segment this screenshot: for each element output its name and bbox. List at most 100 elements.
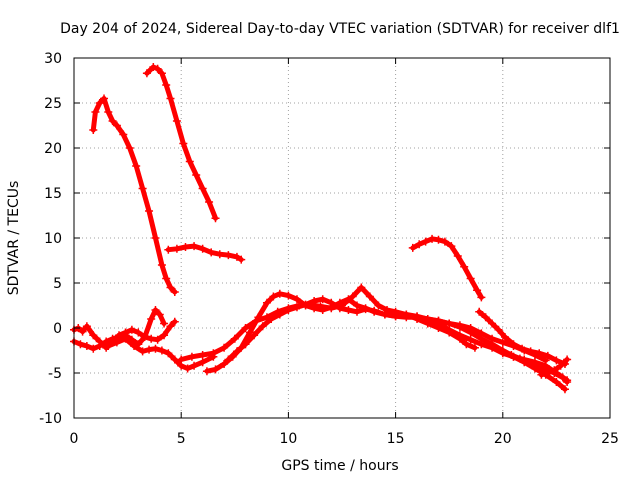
data-point	[327, 304, 336, 313]
data-point	[198, 358, 207, 367]
data-point	[198, 184, 207, 193]
data-point	[316, 302, 325, 311]
data-point	[488, 319, 497, 328]
data-point	[473, 286, 482, 295]
data-point	[153, 335, 162, 344]
data-point	[237, 255, 246, 264]
data-point	[258, 322, 267, 331]
data-point	[166, 322, 175, 331]
data-point	[166, 94, 175, 103]
data-point	[466, 335, 475, 344]
data-point	[515, 354, 524, 363]
data-point	[453, 252, 462, 260]
data-point	[543, 351, 552, 360]
data-point	[348, 292, 357, 301]
data-point	[284, 291, 293, 300]
data-point	[558, 373, 567, 382]
data-point	[142, 69, 151, 78]
data-point	[507, 351, 516, 359]
data-point	[245, 328, 254, 337]
data-point	[185, 157, 194, 166]
series-arc-10	[177, 283, 479, 364]
data-point	[125, 144, 134, 152]
x-tick-label: 20	[494, 431, 512, 447]
data-point	[232, 252, 241, 261]
data-point	[132, 162, 141, 170]
data-point	[145, 207, 154, 215]
data-point	[488, 334, 497, 343]
data-point	[488, 343, 497, 352]
data-point	[187, 352, 196, 361]
data-point	[112, 121, 121, 130]
data-point	[121, 334, 130, 343]
y-tick-label: 30	[44, 51, 62, 67]
data-point	[155, 310, 164, 319]
data-point	[224, 355, 233, 364]
data-point	[477, 329, 486, 338]
data-point	[466, 274, 475, 283]
data-point	[112, 338, 121, 347]
series-arc-14	[537, 355, 572, 379]
data-point	[82, 342, 91, 350]
data-point	[89, 331, 98, 340]
x-tick-label: 10	[279, 431, 297, 447]
data-point	[563, 378, 572, 386]
data-point	[413, 313, 422, 322]
x-tick-label: 5	[177, 431, 186, 447]
data-point	[494, 325, 503, 334]
data-point	[162, 274, 171, 283]
data-point	[202, 367, 211, 376]
data-point	[284, 304, 293, 313]
data-point	[198, 351, 207, 359]
data-point	[230, 334, 239, 343]
data-point	[353, 307, 362, 316]
data-point	[428, 234, 437, 243]
data-point	[252, 316, 261, 325]
data-point	[95, 99, 104, 107]
data-point	[207, 248, 216, 257]
data-point	[524, 358, 533, 367]
data-point	[402, 310, 411, 319]
data-point	[537, 370, 546, 379]
data-point	[140, 333, 149, 341]
data-point	[408, 243, 417, 252]
data-point	[498, 338, 507, 347]
chart-title: Day 204 of 2024, Sidereal Day-to-day VTE…	[60, 21, 620, 37]
data-point	[295, 301, 304, 310]
series-arc-3	[164, 242, 246, 264]
data-point	[151, 234, 160, 242]
data-point	[151, 306, 160, 314]
y-tick-label: 15	[44, 186, 62, 202]
series-arc-1	[89, 94, 179, 296]
data-point	[224, 251, 233, 260]
x-tick-label: 0	[70, 431, 79, 447]
data-point	[82, 322, 91, 331]
data-point	[466, 324, 475, 332]
data-point	[211, 214, 220, 223]
data-point	[440, 237, 449, 246]
data-point	[462, 340, 471, 349]
data-point	[153, 64, 162, 73]
data-point	[269, 292, 278, 301]
data-point	[104, 342, 113, 350]
data-point	[104, 108, 113, 116]
data-point	[170, 317, 179, 326]
data-point	[241, 324, 250, 332]
y-axis-label: SDTVAR / TECUs	[6, 181, 22, 296]
data-point	[181, 243, 190, 251]
data-point	[470, 343, 479, 352]
data-point	[357, 283, 366, 292]
data-point	[164, 349, 173, 358]
data-point	[157, 346, 166, 355]
data-point	[147, 315, 156, 323]
data-point	[130, 342, 139, 350]
data-point	[190, 242, 199, 251]
data-point	[162, 81, 171, 89]
x-tick-label: 15	[387, 431, 405, 447]
data-point	[344, 306, 353, 314]
data-point	[127, 325, 136, 334]
data-point	[455, 334, 464, 343]
data-point	[232, 347, 241, 356]
